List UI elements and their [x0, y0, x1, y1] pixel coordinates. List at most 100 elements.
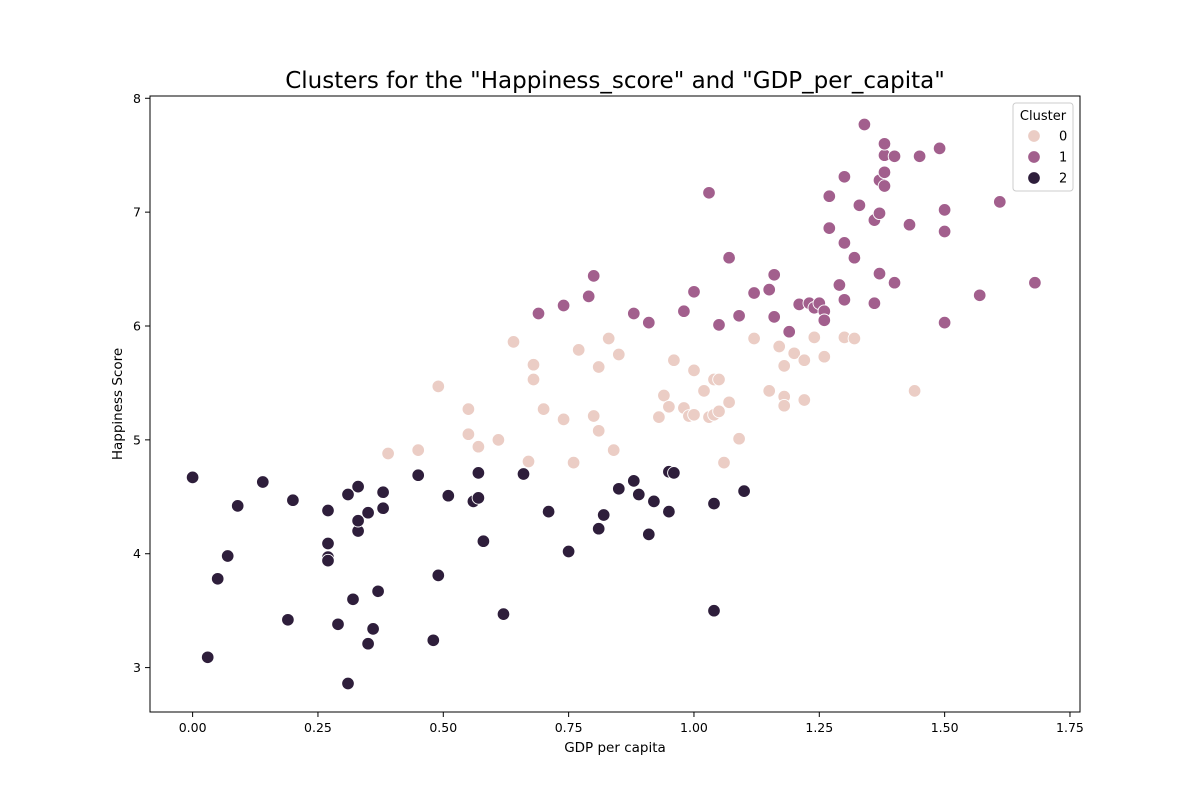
data-point-cluster-1 — [837, 170, 852, 184]
data-point-cluster-2 — [667, 466, 681, 480]
legend-label-cluster-0: 0 — [1059, 130, 1067, 145]
data-point-cluster-0 — [411, 443, 425, 457]
data-point-cluster-2 — [426, 633, 441, 648]
data-point-cluster-2 — [516, 467, 531, 481]
y-axis-ticks: 3 4 5 6 7 8 — [133, 91, 150, 675]
data-point-cluster-1 — [687, 285, 701, 299]
x-tick-label: 0.25 — [304, 720, 332, 735]
data-point-cluster-1 — [852, 198, 867, 213]
data-point-cluster-0 — [601, 331, 616, 346]
data-point-cluster-2 — [737, 484, 751, 498]
x-tick-label: 0.00 — [179, 720, 207, 735]
legend-marker-cluster-1 — [1027, 150, 1041, 164]
data-point-cluster-1 — [627, 306, 641, 321]
data-point-cluster-2 — [471, 491, 486, 505]
data-point-cluster-2 — [591, 521, 606, 536]
data-point-cluster-1 — [822, 189, 837, 203]
data-point-cluster-0 — [712, 404, 726, 419]
data-point-cluster-1 — [877, 165, 892, 180]
y-tick-label: 3 — [133, 660, 141, 675]
data-point-cluster-2 — [561, 544, 576, 559]
data-point-cluster-0 — [526, 372, 541, 387]
data-point-cluster-1 — [972, 288, 987, 303]
data-point-cluster-2 — [471, 466, 486, 480]
data-point-cluster-1 — [837, 293, 852, 307]
data-point-cluster-2 — [341, 676, 355, 691]
chart-title: Clusters for the "Happiness_score" and "… — [285, 68, 945, 94]
data-point-cluster-0 — [556, 412, 571, 427]
x-axis-ticks: 0.00 0.25 0.50 0.75 1.00 1.25 1.50 1.75 — [179, 712, 1084, 735]
data-point-cluster-2 — [341, 487, 355, 502]
data-point-cluster-0 — [381, 446, 395, 461]
data-point-cluster-2 — [376, 485, 390, 499]
data-point-cluster-2 — [321, 503, 335, 518]
data-point-cluster-1 — [937, 224, 952, 239]
x-axis-label: GDP per capita — [564, 740, 666, 756]
legend-label-cluster-1: 1 — [1059, 151, 1067, 166]
data-point-cluster-2 — [596, 508, 611, 522]
data-point-cluster-1 — [762, 282, 776, 297]
data-point-cluster-0 — [817, 349, 832, 364]
legend-marker-cluster-2 — [1027, 171, 1041, 185]
data-point-cluster-0 — [461, 427, 476, 441]
data-point-cluster-1 — [712, 318, 726, 332]
data-point-cluster-0 — [762, 384, 776, 398]
data-point-cluster-1 — [937, 203, 952, 217]
data-point-cluster-2 — [321, 553, 335, 568]
data-point-cluster-1 — [822, 221, 837, 235]
x-tick-label: 1.50 — [931, 720, 959, 735]
data-point-cluster-0 — [586, 409, 601, 423]
data-point-cluster-2 — [612, 482, 626, 496]
data-point-cluster-1 — [642, 315, 656, 330]
y-tick-label: 6 — [133, 319, 141, 334]
data-point-cluster-1 — [872, 266, 887, 281]
data-point-cluster-1 — [872, 206, 887, 221]
data-point-cluster-2 — [541, 504, 556, 519]
data-point-cluster-0 — [777, 359, 791, 373]
data-point-cluster-1 — [702, 186, 716, 200]
data-point-cluster-0 — [697, 384, 711, 398]
x-tick-label: 0.75 — [555, 720, 583, 735]
data-point-cluster-2 — [286, 493, 300, 507]
legend-title: Cluster — [1020, 109, 1067, 124]
data-point-cluster-0 — [506, 335, 521, 349]
data-point-cluster-2 — [185, 470, 200, 485]
data-point-cluster-1 — [887, 275, 902, 290]
y-axis-label: Happiness Score — [110, 348, 126, 460]
data-point-cluster-1 — [747, 286, 761, 300]
data-point-cluster-2 — [346, 592, 360, 607]
legend-items: 0 1 2 — [1027, 129, 1067, 187]
plot-frame — [149, 95, 1081, 713]
data-point-cluster-1 — [993, 195, 1007, 209]
data-point-cluster-0 — [722, 395, 736, 410]
data-point-cluster-1 — [877, 137, 892, 151]
data-point-cluster-1 — [847, 250, 862, 265]
data-point-cluster-0 — [606, 443, 621, 457]
data-point-cluster-0 — [571, 343, 586, 357]
data-point-cluster-1 — [867, 296, 882, 310]
data-point-cluster-0 — [797, 353, 812, 367]
data-point-cluster-1 — [932, 141, 947, 156]
data-point-cluster-2 — [376, 501, 390, 515]
data-point-cluster-0 — [491, 433, 506, 447]
data-point-cluster-0 — [591, 424, 606, 438]
data-point-cluster-2 — [210, 572, 225, 586]
data-point-cluster-1 — [586, 269, 601, 283]
data-point-cluster-0 — [536, 402, 551, 416]
data-point-cluster-2 — [321, 536, 335, 551]
data-point-cluster-2 — [220, 549, 235, 563]
data-point-cluster-2 — [476, 534, 491, 548]
data-point-cluster-0 — [777, 398, 791, 413]
data-point-cluster-0 — [521, 454, 536, 469]
data-point-cluster-2 — [707, 496, 721, 511]
data-point-cluster-0 — [787, 346, 801, 361]
data-point-cluster-2 — [230, 499, 245, 513]
data-point-cluster-1 — [837, 236, 852, 250]
data-point-cluster-2 — [361, 505, 375, 520]
data-point-cluster-0 — [687, 408, 701, 422]
legend: Cluster 0 1 2 — [1012, 102, 1074, 192]
data-point-cluster-0 — [667, 353, 681, 367]
data-point-cluster-2 — [496, 607, 511, 621]
